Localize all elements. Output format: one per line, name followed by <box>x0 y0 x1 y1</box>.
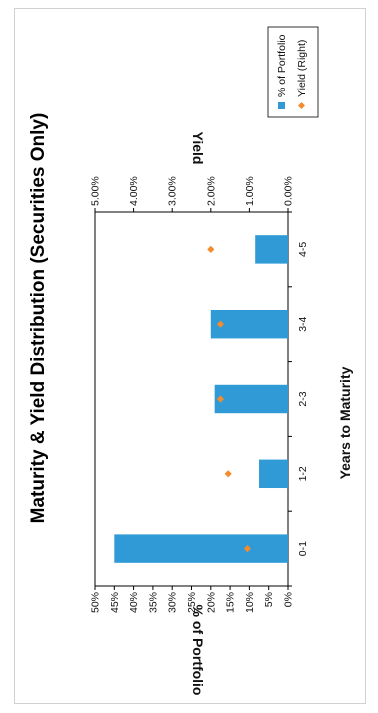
right-tick-label: 4.00% <box>128 176 140 206</box>
left-tick-label: 0% <box>283 592 295 607</box>
x-tick-label: 3-4 <box>297 316 309 331</box>
legend-swatch-yield <box>298 102 305 109</box>
left-tick-label: 50% <box>90 592 102 613</box>
portfolio-bar <box>210 309 288 339</box>
left-tick-label: 15% <box>225 592 237 613</box>
left-tick-label: 40% <box>128 592 140 613</box>
legend: % of Portfolio Yield (Right) <box>267 26 319 118</box>
x-tick-label: 1-2 <box>297 466 309 481</box>
legend-label-yield: Yield (Right) <box>296 40 308 97</box>
portfolio-bar <box>114 534 288 563</box>
x-axis-title: Years to Maturity <box>337 366 353 479</box>
y2-axis-title: Yield <box>190 132 206 165</box>
right-axis: 0.00% 1.00% 2.00% 3.00% 4.00% 5.00% <box>90 176 295 212</box>
yield-point <box>216 320 225 328</box>
chart-title: Maturity & Yield Distribution (Securitie… <box>28 113 49 524</box>
right-tick-label: 0.00% <box>283 176 295 206</box>
x-tick-label: 0-1 <box>297 541 309 556</box>
yield-point <box>207 245 215 253</box>
portfolio-bar <box>259 459 288 489</box>
portfolio-bar <box>214 384 288 414</box>
right-tick-label: 2.00% <box>205 176 217 206</box>
y-axis-title: % of Portfolio <box>190 605 206 696</box>
bar-series <box>114 235 289 563</box>
left-tick-label: 10% <box>244 592 256 613</box>
legend-swatch-portfolio <box>278 102 285 109</box>
left-axis: 0% 5% 10% 15% 20% 25% 30% 35% 40% 45% 50% <box>90 586 295 613</box>
portfolio-bar <box>255 235 289 264</box>
yield-point <box>216 395 225 403</box>
yield-point <box>224 470 232 478</box>
right-tick-label: 3.00% <box>167 176 179 206</box>
left-tick-label: 25% <box>186 592 198 613</box>
legend-label-portfolio: % of Portfolio <box>276 34 288 97</box>
right-tick-label: 5.00% <box>90 176 102 206</box>
left-tick-label: 45% <box>109 592 121 613</box>
left-tick-label: 20% <box>205 592 217 613</box>
chart-border <box>14 8 366 704</box>
left-tick-label: 30% <box>167 592 179 613</box>
legend-box <box>267 26 319 118</box>
x-tick-label: 4-5 <box>297 242 309 257</box>
x-axis: 0-1 1-2 2-3 3-4 4-5 <box>288 211 309 587</box>
right-tick-label: 1.00% <box>244 176 256 206</box>
x-tick-label: 2-3 <box>297 391 309 406</box>
left-tick-label: 35% <box>147 592 159 613</box>
left-tick-label: 5% <box>263 592 275 607</box>
